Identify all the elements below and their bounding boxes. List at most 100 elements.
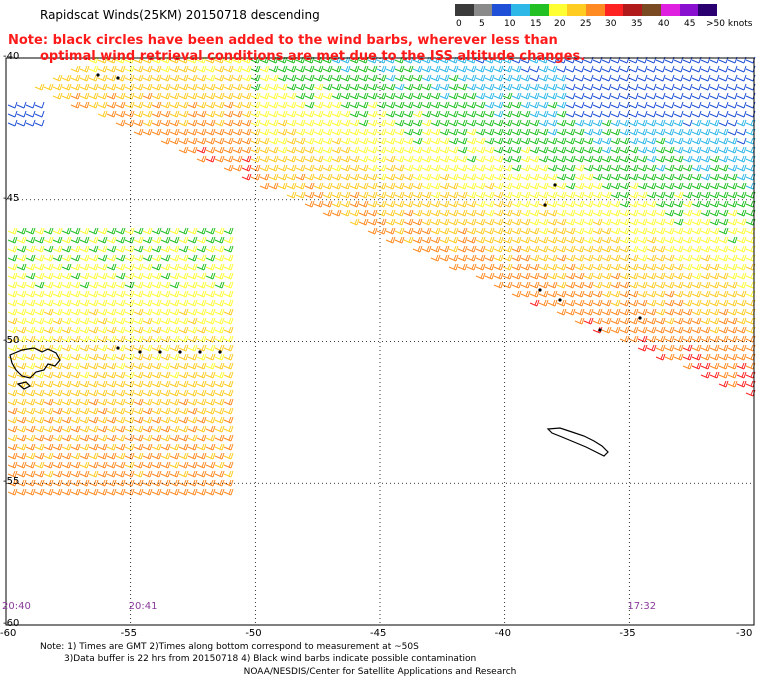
wind-barb [475,173,486,181]
wind-barb [673,164,684,172]
wind-barb [574,146,585,154]
wind-barb [718,335,729,343]
wind-barb [196,128,207,136]
wind-barb [430,191,441,199]
wind-barb [142,389,153,397]
wind-barb [592,182,603,190]
wind-barb [484,92,495,100]
wind-barb [196,353,207,361]
wind-barb [556,101,567,109]
wind-barb [592,65,603,73]
wind-barb [574,281,585,289]
wind-barb [340,146,351,154]
wind-barb [655,209,666,217]
wind-barb [511,164,522,172]
wind-barb [610,173,621,181]
wind-barb [736,65,747,73]
wind-barb [79,236,90,244]
wind-barb [178,398,189,406]
wind-barb [394,110,405,118]
wind-barb [151,101,162,109]
wind-barb [151,317,162,325]
wind-barb [736,254,747,262]
wind-barb [709,182,720,190]
colorbar-swatch [586,4,605,16]
wind-barb [34,299,45,307]
wind-barb [52,92,63,100]
wind-barb [646,137,657,145]
wind-barb [331,146,342,154]
wind-barb [52,380,63,388]
wind-barb [457,164,468,172]
wind-barb [520,155,531,163]
wind-barb [637,119,648,127]
wind-barb [331,191,342,199]
wind-barb [133,362,144,370]
wind-barb [196,389,207,397]
wind-barb [439,155,450,163]
wind-barb [520,191,531,199]
wind-barb [151,272,162,280]
wind-barb [610,128,621,136]
wind-barb [556,308,567,316]
wind-barb [709,128,720,136]
wind-barb [268,92,279,100]
wind-barb [52,281,63,289]
wind-barb [304,128,315,136]
wind-barb [637,110,648,118]
wind-barb [124,290,135,298]
wind-barb [115,245,126,253]
colorbar-swatch [473,4,493,16]
wind-barb [664,209,675,217]
wind-barb [556,128,567,136]
wind-barb [187,326,198,334]
wind-barb [259,110,270,118]
wind-barb [727,209,738,217]
wind-barb [295,155,306,163]
wind-barb [304,200,315,208]
wind-barb [178,236,189,244]
wind-barb [619,65,630,73]
wind-barb [466,101,477,109]
wind-barb [178,416,189,424]
wind-barb [43,461,54,469]
wind-barb [502,65,513,73]
wind-barb [673,110,684,118]
wind-barb [529,290,540,298]
wind-barb [736,290,747,298]
wind-barb [367,209,378,217]
wind-barb [106,254,117,262]
wind-barb [223,110,234,118]
wind-barb [43,227,54,235]
wind-barb [178,92,189,100]
wind-barb [430,200,441,208]
wind-barb [412,191,423,199]
wind-barb [394,74,405,82]
wind-barb [727,164,738,172]
wind-barb [16,290,27,298]
wind-barb [349,146,360,154]
wind-barb [565,236,576,244]
wind-barb [403,83,414,91]
wind-barb [214,281,225,289]
coastlines [9,347,609,457]
wind-barb [142,74,153,82]
wind-barb [25,263,36,271]
wind-barb [178,128,189,136]
wind-barb [232,155,243,163]
wind-barb [34,380,45,388]
wind-barb [124,398,135,406]
wind-barb [637,128,648,136]
wind-barb [430,146,441,154]
wind-barb [349,65,360,73]
wind-barb [88,317,99,325]
wind-barb [295,191,306,199]
wind-barb [88,416,99,424]
wind-barb [214,362,225,370]
wind-barb [214,335,225,343]
wind-barb [700,227,711,235]
wind-barb [124,425,135,433]
wind-barb [196,290,207,298]
wind-barb [403,74,414,82]
wind-barb [520,263,531,271]
